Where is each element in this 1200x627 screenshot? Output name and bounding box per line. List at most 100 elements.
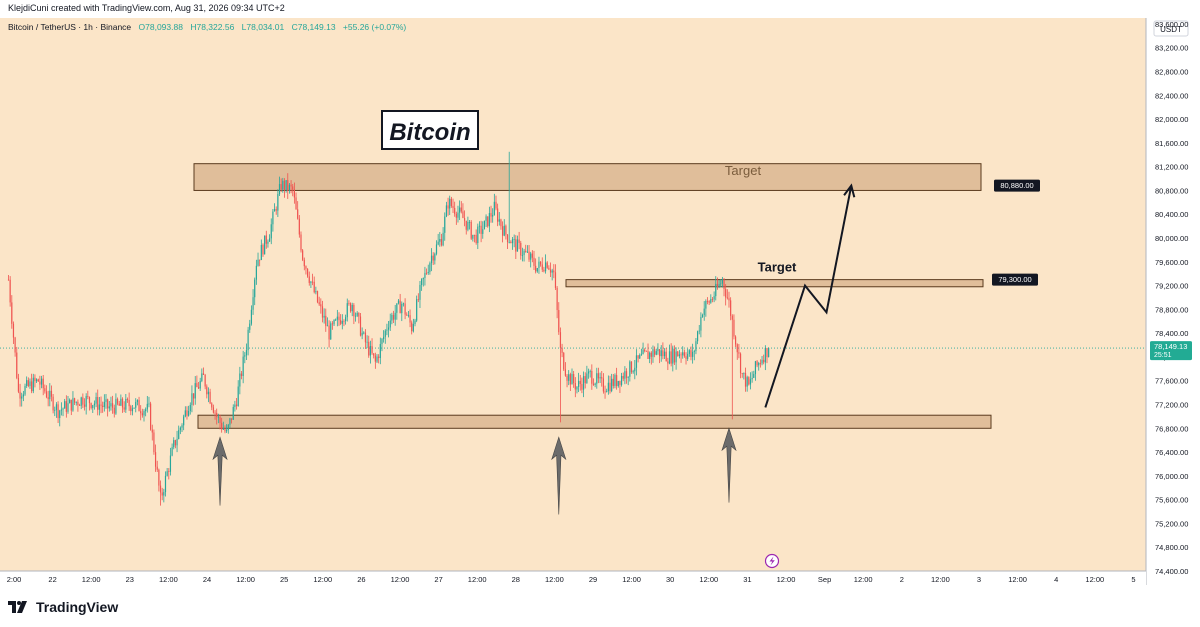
chart-background [0,18,1146,571]
x-tick-label: 12:00 [931,575,950,584]
chart-area[interactable]: Target Target Bitcoin Bitcoin / TetherUS… [0,18,1200,585]
candle-body [138,400,140,412]
candle-body [657,349,659,352]
candle-body [609,382,611,392]
upper-target-zone[interactable] [193,163,982,191]
mid-target-zone[interactable] [565,279,984,288]
candle-body [384,330,386,337]
candle-body [720,283,722,285]
candle-body [678,354,681,357]
candle-body [540,261,542,265]
candle-body [447,205,449,209]
x-tick-label: 5 [1131,575,1135,584]
x-tick-label: 27 [434,575,442,584]
candle-body [397,300,400,304]
candle-body [207,391,210,395]
candle-body [541,264,543,270]
candle-body [93,403,96,406]
candle-body [234,404,236,407]
candle-body [264,235,266,255]
lightning-icon[interactable] [764,553,780,569]
candle-body [463,218,466,221]
candle-body [536,268,538,272]
candle-body [505,225,507,235]
x-tick-label: 3 [977,575,981,584]
candle-body [467,221,469,230]
candle-body [35,379,38,382]
candle-body [735,336,737,345]
svg-text:78,149.13: 78,149.13 [1154,342,1187,351]
y-tick-label: 79,600.00 [1155,258,1188,267]
candle-body [125,398,127,410]
price-label-mid: 79,300.00 [992,273,1038,286]
candle-body [592,383,595,385]
candle-body [55,404,58,410]
candle-body [392,314,395,320]
candle-body [744,372,747,387]
legend-low: L78,034.01 [242,22,285,32]
candle-body [652,349,654,357]
candle-body [754,361,757,375]
candle-body [677,351,679,357]
svg-text:79,300.00: 79,300.00 [998,275,1031,284]
candle-body [199,380,201,389]
candle-body [32,377,34,392]
zones-layer: Target [193,163,992,429]
candle-body [401,303,403,314]
candle-body [574,383,576,390]
candle-body [670,351,672,364]
candle-body [341,320,343,324]
candle-body [288,184,291,191]
y-tick-label: 81,600.00 [1155,139,1188,148]
support-zone[interactable] [197,414,992,429]
candle-body [254,279,256,298]
candle-body [181,425,183,428]
candle-body [247,329,249,351]
candle-body [427,271,429,274]
x-tick-label: 12:00 [82,575,101,584]
candle-body [416,299,418,321]
candle-body [601,377,603,379]
candle-body [176,438,178,446]
x-tick-label: 12:00 [236,575,255,584]
candle-body [349,303,352,312]
candle-body [510,241,512,244]
y-tick-label: 80,400.00 [1155,210,1188,219]
candle-body [569,374,571,385]
y-tick-label: 77,600.00 [1155,377,1188,386]
candle-body [741,373,743,375]
candle-body [435,244,438,254]
candle-body [12,323,15,338]
candle-body [667,361,669,364]
candle-body [746,377,748,387]
candle-body [419,284,421,300]
candle-body [594,383,596,385]
projection-path[interactable] [764,185,853,408]
candle-body [214,412,216,414]
candle-body [383,336,385,340]
candle-body [561,347,563,353]
candle-body [373,353,375,356]
price-axis[interactable]: USDT 74,400.00 74,800.00 75,200.00 75,600.0… [1145,18,1200,585]
y-tick-label: 74,400.00 [1155,567,1188,576]
tradingview-logo[interactable]: TradingView [8,599,118,615]
candle-body [257,259,259,266]
candle-body [622,375,624,379]
candle-body [169,455,172,472]
time-axis[interactable]: 2:00 22 12:00 23 12:00 24 12:00 25 12:00 26 12:00 2… [0,570,1146,585]
candle-body [442,232,444,246]
candle-body [92,405,94,408]
candle-body [255,265,257,280]
candle-body [629,361,631,377]
candle-body [326,325,329,327]
candle-body [452,205,454,208]
legend-symbol: Bitcoin / TetherUS · 1h · Binance [8,22,131,32]
candle-body [321,306,324,318]
candle-body [9,279,11,303]
candle-body [250,309,253,324]
candle-body [83,404,86,407]
x-tick-label: 31 [743,575,751,584]
y-tick-label: 83,200.00 [1155,44,1188,53]
candle-body [151,429,153,433]
candle-body [191,393,193,405]
